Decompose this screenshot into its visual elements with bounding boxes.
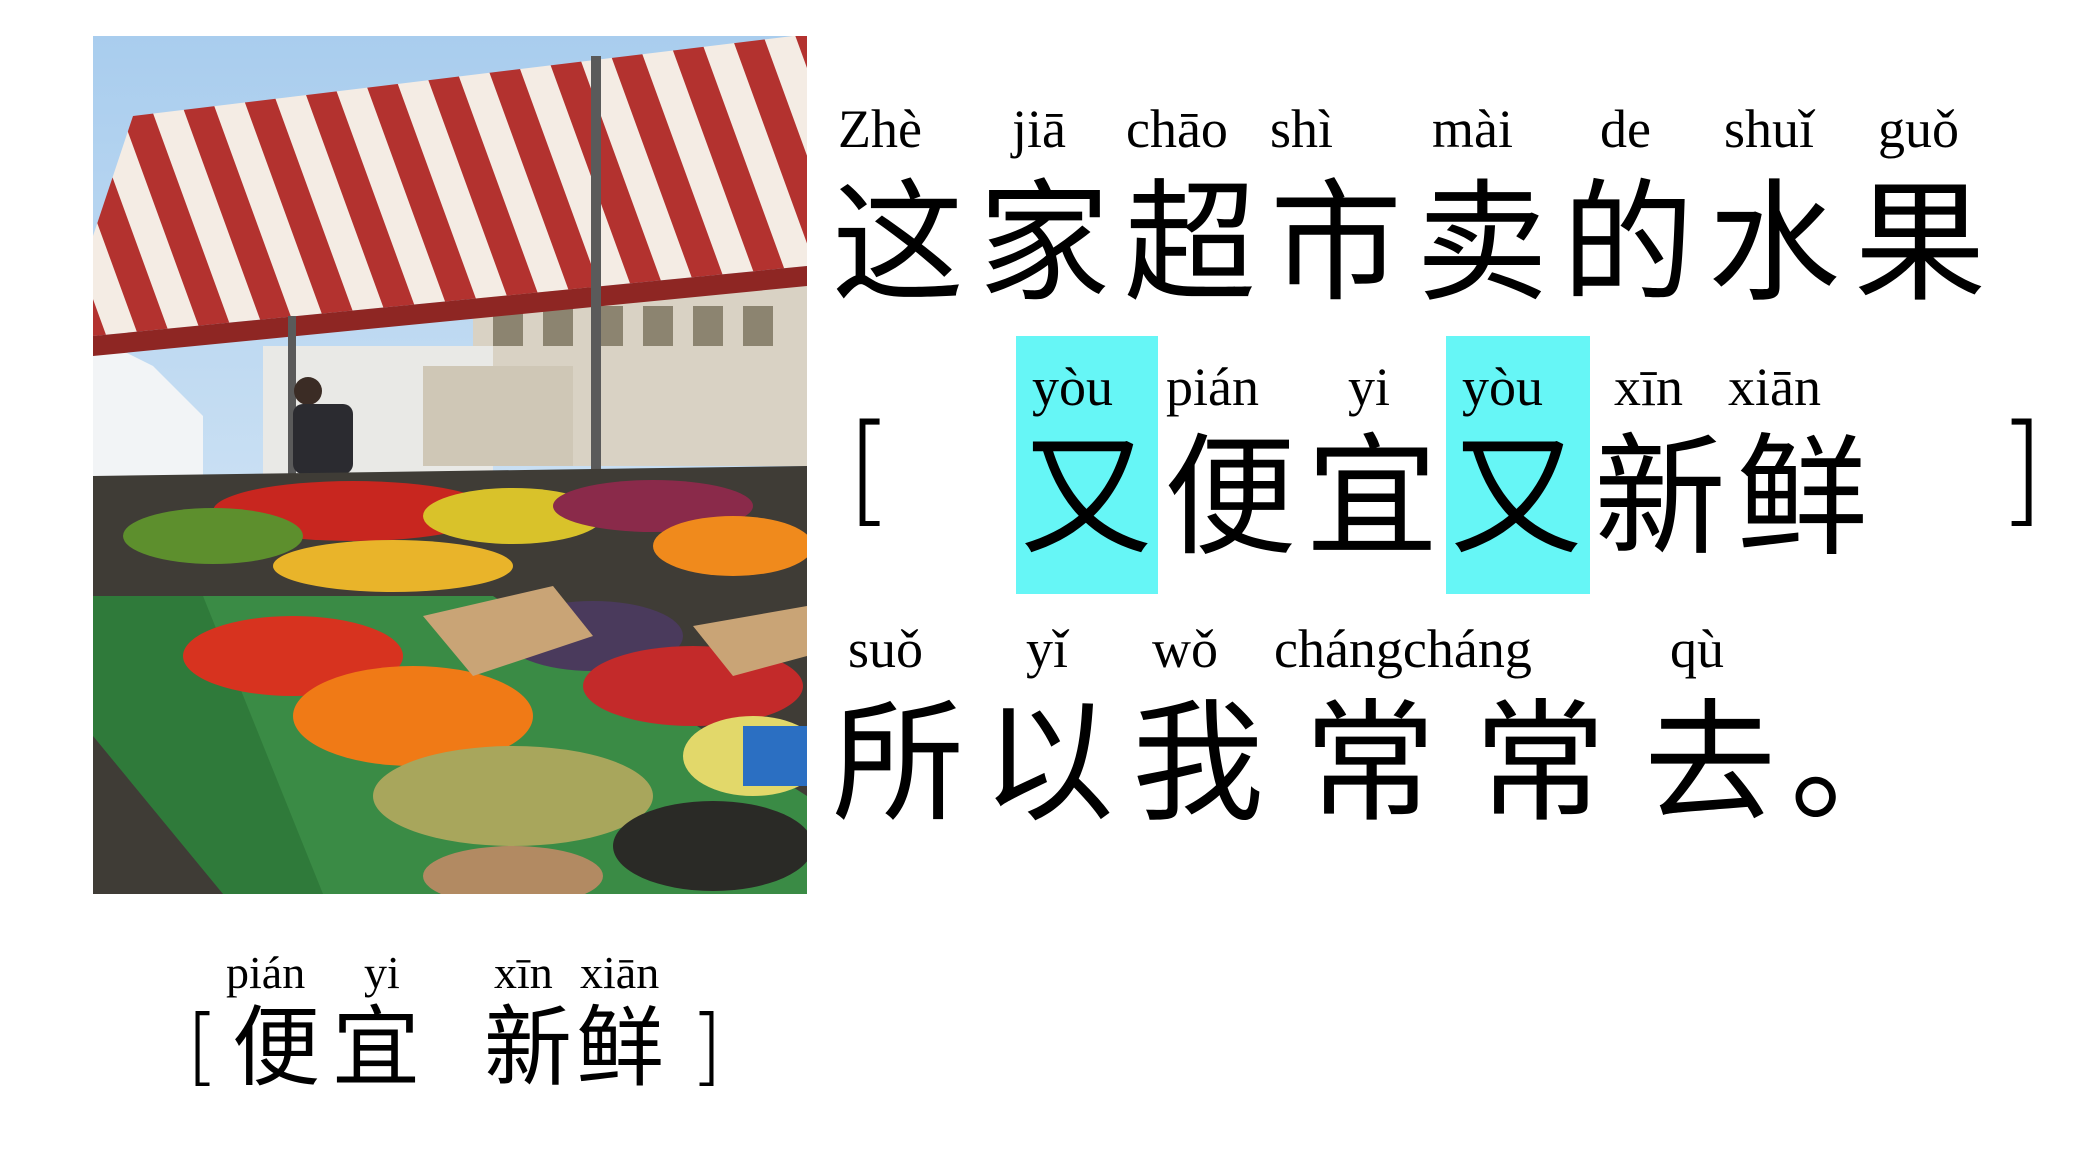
pinyin-chao: chāo (1126, 99, 1228, 159)
hanzi-suo: 所 (832, 687, 966, 841)
pinyin-shi: shì (1270, 99, 1334, 159)
hanzi-you-2: 又 (1450, 421, 1584, 575)
hanzi-you-1: 又 (1020, 421, 1154, 575)
pinyin-pian: pián (1166, 357, 1259, 417)
vocab-pinyin-yi: yi (364, 947, 400, 998)
vocab-pinyin-pian: pián (226, 947, 306, 998)
bracket-close: ] (1998, 400, 2045, 539)
vocab-bracket-close: ] (690, 997, 723, 1095)
pinyin-zhe: Zhè (838, 99, 922, 159)
pinyin-jia: jiā (1012, 99, 1066, 159)
highlight-you-2 (1446, 336, 1590, 594)
pinyin-you-2: yòu (1462, 357, 1543, 417)
hanzi-pian: 便 (1164, 421, 1298, 575)
hanzi-wo: 我 (1132, 687, 1266, 841)
pinyin-xin: xīn (1614, 357, 1684, 417)
hanzi-yi: 宜 (1306, 421, 1440, 575)
vocab-hanzi-xinxian: 新鲜 (484, 996, 669, 1099)
vocab-pinyin-xian: xiān (580, 947, 660, 998)
pinyin-shui: shuǐ (1724, 99, 1815, 159)
pinyin-mai: mài (1432, 99, 1513, 159)
pinyin-de: de (1600, 99, 1651, 159)
pinyin-wo: wǒ (1152, 619, 1218, 679)
vocab-hanzi-pianyi: 便宜 (232, 996, 433, 1099)
hanzi-period: 。 (1790, 687, 1924, 841)
pinyin-guo: guǒ (1878, 99, 1959, 159)
hanzi-xian: 鲜 (1736, 421, 1870, 575)
pinyin-you-1: yòu (1032, 357, 1113, 417)
highlight-you-1 (1016, 336, 1158, 594)
vocab-pinyin-xin: xīn (494, 947, 553, 998)
pinyin-suo: suǒ (848, 619, 924, 679)
hanzi-yi3: 以 (982, 687, 1116, 841)
vocab-bracket-open: [ (186, 997, 219, 1095)
hanzi-qu: 去 (1644, 687, 1778, 841)
market-stall-photo (93, 36, 807, 894)
hanzi-chang-2: 常 (1474, 687, 1608, 841)
pinyin-xian: xiān (1728, 357, 1821, 417)
hanzi-xin: 新 (1594, 421, 1728, 575)
pinyin-qu: qù (1670, 619, 1724, 679)
pinyin-yi3: yǐ (1026, 619, 1069, 679)
pinyin-yi: yi (1348, 357, 1391, 417)
bracket-open: [ (846, 400, 893, 539)
hanzi-line-1: 这家超市卖的水果 (832, 167, 2000, 321)
hanzi-chang-1: 常 (1304, 687, 1438, 841)
pinyin-changchang: chángcháng (1274, 619, 1532, 679)
